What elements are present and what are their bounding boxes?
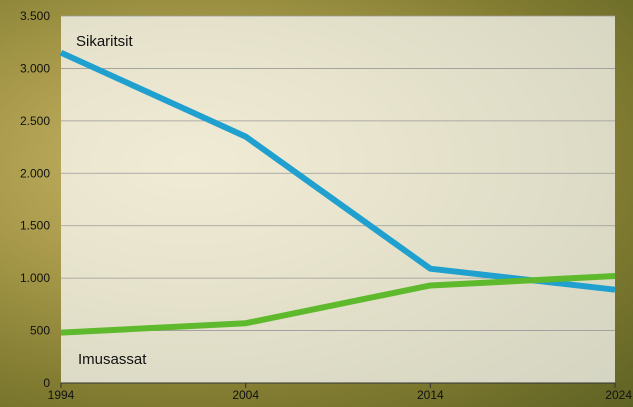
x-tick-label: 2024 <box>605 388 632 402</box>
y-tick-label: 2.500 <box>20 114 50 128</box>
y-tick-label: 1.000 <box>20 271 50 285</box>
y-tick-label: 3.000 <box>20 61 50 75</box>
series-label-imusassat: Imusassat <box>78 351 147 368</box>
y-tick-label: 500 <box>30 324 50 338</box>
series-line-imusassat <box>60 273 616 336</box>
x-tick-label: 2014 <box>417 388 444 402</box>
x-axis-tick-labels: 1994 2004 2014 2024 <box>48 383 632 402</box>
x-tick-label: 1994 <box>48 388 75 402</box>
series-label-sikaritsit: Sikaritsit <box>76 33 134 50</box>
y-tick-label: 2.000 <box>20 166 50 180</box>
y-tick-label: 1.500 <box>20 219 50 233</box>
y-axis-tick-labels: 0 500 1.000 1.500 2.000 2.500 3.000 3.500 <box>20 9 50 390</box>
y-tick-label: 0 <box>43 376 50 390</box>
y-tick-label: 3.500 <box>20 9 50 23</box>
series-lines <box>59 49 616 336</box>
x-tick-label: 2004 <box>232 388 259 402</box>
